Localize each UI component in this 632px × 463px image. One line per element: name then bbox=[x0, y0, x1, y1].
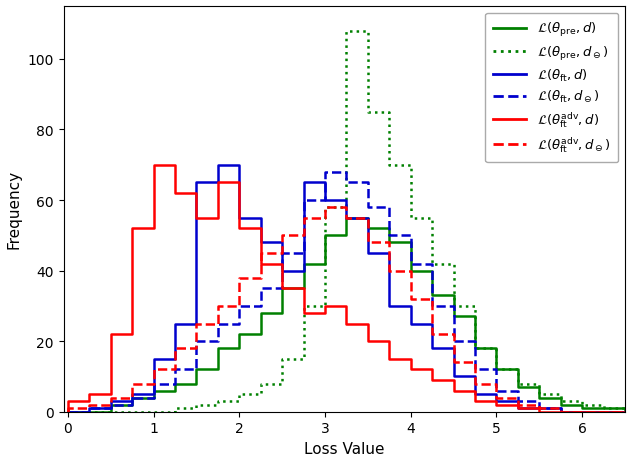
Y-axis label: Frequency: Frequency bbox=[7, 170, 22, 249]
Legend: $\mathcal{L}(\theta_{\mathrm{pre}}, d)$, $\mathcal{L}(\theta_{\mathrm{pre}}, d_\: $\mathcal{L}(\theta_{\mathrm{pre}}, d)$,… bbox=[485, 13, 619, 163]
X-axis label: Loss Value: Loss Value bbox=[304, 441, 385, 456]
